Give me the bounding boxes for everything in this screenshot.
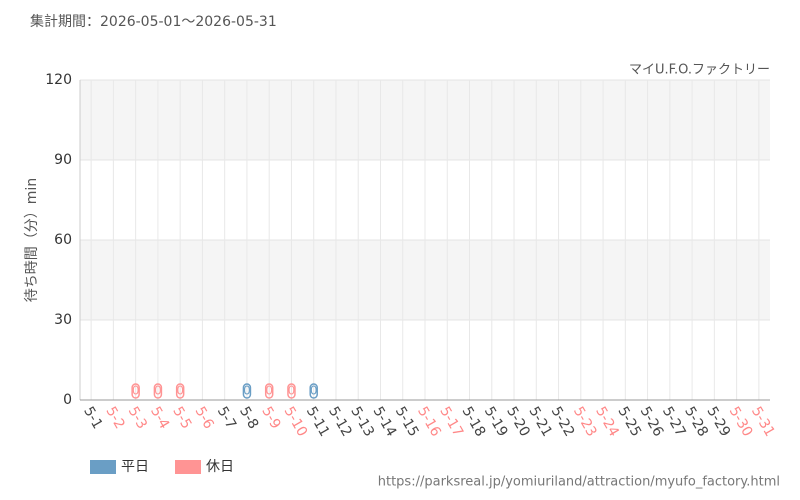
x-tick-label: 5-4 bbox=[147, 404, 172, 432]
x-tick-label: 5-8 bbox=[236, 404, 261, 432]
chart-subtitle: マイU.F.O.ファクトリー bbox=[629, 63, 770, 78]
x-tick-label: 5-5 bbox=[169, 404, 194, 432]
data-label: 0 bbox=[132, 384, 140, 398]
data-label: 0 bbox=[265, 384, 273, 398]
y-axis-label: 待ち時間（分）min bbox=[24, 178, 40, 302]
label-box bbox=[264, 383, 274, 399]
data-label: 0 bbox=[176, 384, 184, 398]
data-label: 0 bbox=[288, 384, 296, 398]
legend-swatch bbox=[90, 460, 116, 474]
y-tick-label: 60 bbox=[54, 232, 72, 248]
data-label: 0 bbox=[154, 384, 162, 398]
x-tick-label: 5-2 bbox=[102, 404, 127, 432]
data-label: 0 bbox=[243, 384, 251, 398]
period: 集計期間：2026-05-01～2026-05-31 bbox=[30, 13, 277, 30]
x-tick-label: 5-3 bbox=[125, 404, 150, 432]
legend-swatch bbox=[175, 460, 201, 474]
y-tick-label: 90 bbox=[54, 152, 72, 168]
label-box bbox=[287, 383, 296, 399]
x-tick-label: 5-31 bbox=[748, 404, 778, 440]
y-tick-label: 0 bbox=[63, 392, 72, 408]
label-box bbox=[309, 383, 318, 399]
x-tick-label: 5-7 bbox=[214, 404, 239, 432]
y-tick-label: 120 bbox=[45, 72, 72, 88]
label-box bbox=[131, 383, 140, 399]
legend-label: 平日 bbox=[121, 459, 149, 475]
x-tick-label: 5-6 bbox=[191, 404, 216, 432]
x-tick-label: 5-9 bbox=[258, 404, 283, 432]
data-label: 0 bbox=[310, 384, 318, 398]
y-tick-label: 30 bbox=[54, 312, 72, 328]
label-box bbox=[242, 383, 252, 399]
x-tick-label: 5-1 bbox=[80, 404, 105, 432]
label-box bbox=[175, 383, 185, 399]
legend-label: 休日 bbox=[206, 459, 234, 475]
source-url: https://parksreal.jp/yomiuriland/attract… bbox=[378, 475, 780, 490]
label-box bbox=[153, 383, 163, 399]
